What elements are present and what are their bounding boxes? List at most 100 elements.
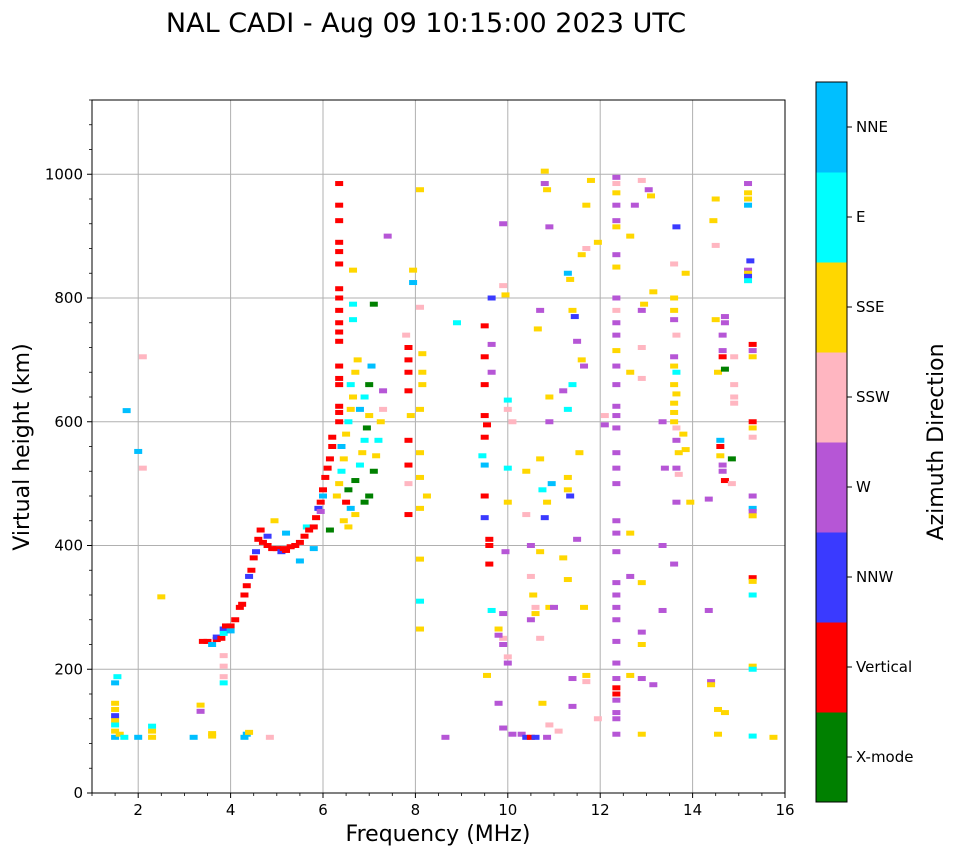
echo-point [335, 286, 344, 292]
echo-point [300, 533, 309, 539]
colorbar-tick-label: W [856, 478, 871, 496]
echo-point [559, 555, 568, 561]
colorbar-tick-label: X-mode [856, 748, 913, 766]
echo-point [559, 388, 568, 394]
echo-point [612, 580, 621, 586]
echo-point [672, 391, 681, 397]
echo-point [208, 731, 217, 737]
echo-point [416, 626, 425, 632]
echo-point [674, 450, 683, 456]
echo-point [346, 505, 355, 511]
echo-point [208, 642, 217, 647]
echo-point [335, 338, 344, 344]
echo-point [612, 363, 621, 369]
echo-point [365, 413, 374, 419]
echo-point [612, 190, 621, 196]
echo-point [582, 246, 591, 251]
echo-point [312, 515, 321, 521]
echo-point [744, 267, 753, 273]
echo-point [533, 326, 542, 332]
echo-point [416, 450, 425, 456]
echo-point [254, 536, 263, 542]
echo-point [637, 629, 646, 635]
echo-point [226, 623, 235, 629]
echo-point [536, 635, 545, 641]
echo-point [612, 174, 621, 180]
y-tick-label: 600 [54, 413, 83, 431]
echo-point [545, 394, 554, 400]
echo-point [323, 465, 332, 471]
echo-point [480, 434, 489, 440]
echo-point [600, 413, 609, 419]
echo-point [335, 403, 344, 409]
plot-frame [91, 99, 786, 794]
echo-point [499, 283, 508, 289]
echo-point [600, 422, 609, 428]
echo-point [335, 363, 344, 369]
echo-point [295, 539, 304, 545]
echo-point [316, 508, 325, 514]
echo-point [346, 406, 355, 412]
echo-point [626, 672, 635, 678]
echo-point [575, 450, 584, 456]
y-tick-label: 1000 [45, 165, 83, 183]
echo-point [644, 187, 653, 193]
echo-point [272, 546, 281, 552]
echo-point [508, 419, 517, 425]
echo-point [376, 419, 385, 425]
echo-point [540, 181, 549, 187]
chart-title: NAL CADI - Aug 09 10:15:00 2023 UTC [166, 8, 686, 39]
echo-point [409, 280, 418, 286]
echo-point [563, 487, 572, 493]
echo-point [360, 394, 369, 400]
y-tick-label: 0 [73, 784, 83, 802]
echo-point [748, 425, 757, 431]
colorbar-tick-label: E [856, 208, 865, 226]
echo-point [612, 710, 621, 716]
echo-point [503, 660, 512, 666]
echo-point [508, 731, 517, 737]
echo-point [612, 320, 621, 326]
echo-point [612, 481, 621, 487]
colorbar-tick-label: SSE [856, 298, 885, 316]
echo-point [487, 295, 496, 301]
echo-point [517, 731, 526, 737]
echo-point [670, 409, 679, 415]
echo-point [637, 177, 646, 183]
echo-point [404, 388, 413, 394]
echo-point [416, 505, 425, 511]
echo-point [335, 181, 344, 187]
echo-point [612, 530, 621, 536]
echo-point [328, 434, 337, 440]
echo-point [612, 425, 621, 431]
echo-point [319, 493, 327, 499]
colorbar-segment [816, 262, 847, 353]
echo-point [365, 493, 374, 499]
echo-point [748, 592, 757, 598]
echo-point [748, 663, 757, 669]
echo-point [335, 261, 344, 267]
echo-point [672, 499, 681, 505]
echo-point [672, 465, 681, 471]
echo-point [637, 580, 646, 586]
echo-point [221, 623, 230, 629]
echo-point [672, 437, 681, 443]
echo-point [543, 499, 552, 505]
echo-point [282, 530, 291, 536]
echo-point [670, 561, 679, 567]
echo-point [416, 556, 425, 562]
echo-point [649, 289, 658, 295]
echo-point [494, 626, 503, 632]
echo-point [480, 515, 489, 521]
echo-point [337, 444, 346, 449]
echo-point [718, 332, 727, 338]
echo-point [730, 400, 739, 406]
echo-point [268, 546, 277, 552]
echo-point [339, 456, 348, 462]
echo-point [658, 543, 667, 548]
echo-point [203, 638, 212, 644]
echo-point [157, 594, 166, 600]
echo-point [612, 307, 621, 313]
echo-point [522, 734, 531, 740]
echo-point [748, 578, 757, 584]
